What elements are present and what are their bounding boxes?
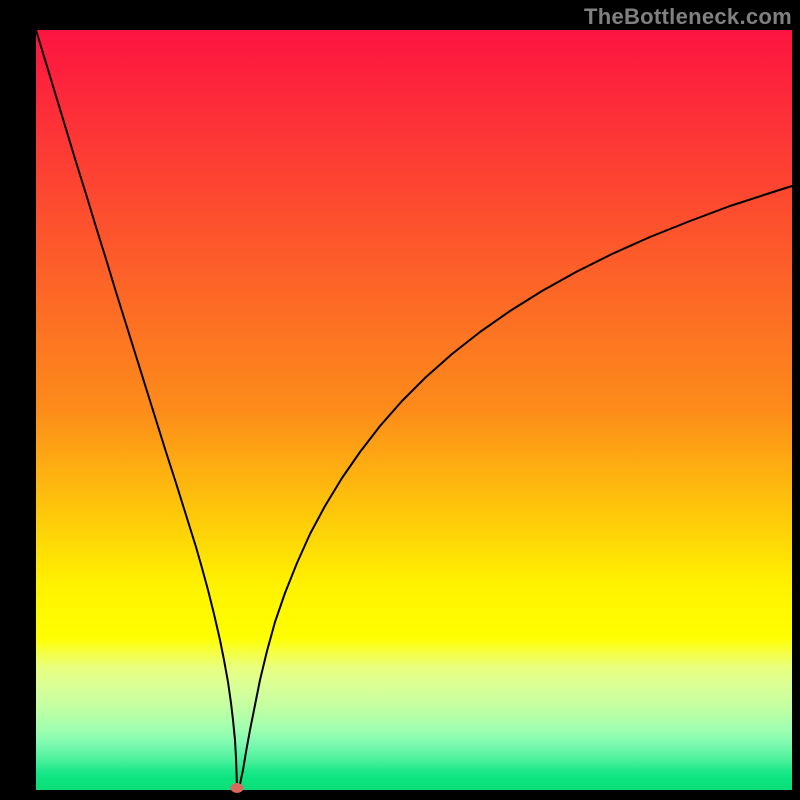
chart-container: TheBottleneck.com [0, 0, 800, 800]
optimum-marker [231, 783, 244, 793]
watermark-text: TheBottleneck.com [584, 4, 792, 30]
bottleneck-curve [36, 30, 792, 790]
bottleneck-curve-svg [0, 0, 800, 800]
